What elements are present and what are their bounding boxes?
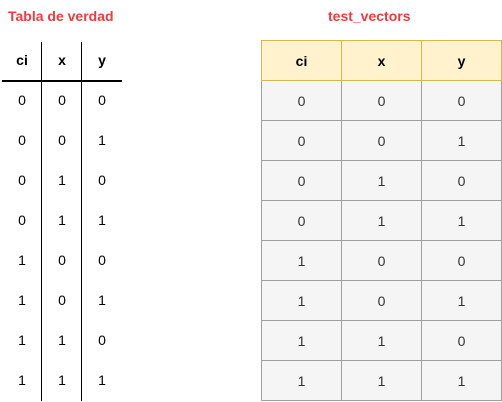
test-vectors-header-row: ci x y <box>261 40 502 81</box>
truth-table-header-x: x <box>58 52 66 68</box>
test-vectors-cell: 0 <box>341 80 422 121</box>
truth-table-cell: 1 <box>98 212 106 228</box>
test-vectors-cell: 1 <box>341 360 422 401</box>
test-vectors-cell: 1 <box>261 320 342 361</box>
test-vectors-header-ci: ci <box>261 40 342 81</box>
truth-table-row: 0 1 1 <box>0 200 122 240</box>
test-vectors-cell: 0 <box>341 120 422 161</box>
test-vectors-cell: 1 <box>421 200 502 241</box>
test-vectors-cell: 0 <box>261 120 342 161</box>
truth-table-cell: 0 <box>58 252 66 268</box>
truth-table-column-divider <box>41 42 42 401</box>
truth-table-cell: 0 <box>18 212 26 228</box>
truth-table-row: 0 1 0 <box>0 160 122 200</box>
truth-table-header-y: y <box>98 52 106 68</box>
truth-table-cell: 1 <box>98 132 106 148</box>
truth-table-cell: 0 <box>98 172 106 188</box>
truth-table-cell: 0 <box>98 92 106 108</box>
truth-table-title: Tabla de verdad <box>8 8 114 24</box>
test-vectors-cell: 1 <box>341 160 422 201</box>
truth-table-cell: 1 <box>58 332 66 348</box>
truth-table-cell: 1 <box>58 372 66 388</box>
test-vectors-cell: 0 <box>261 160 342 201</box>
truth-table-header-row: ci x y <box>0 40 122 80</box>
truth-table-cell: 1 <box>58 212 66 228</box>
test-vectors-cell: 0 <box>341 240 422 281</box>
truth-table-row: 1 1 1 <box>0 360 122 400</box>
truth-table-cell: 1 <box>98 372 106 388</box>
test-vectors-cell: 0 <box>421 160 502 201</box>
test-vectors-header-y: y <box>421 40 502 81</box>
truth-table-row: 1 0 1 <box>0 280 122 320</box>
truth-table-header-ci: ci <box>16 52 28 68</box>
truth-table-cell: 1 <box>18 332 26 348</box>
test-vectors-cell: 0 <box>421 80 502 121</box>
test-vectors-title: test_vectors <box>328 8 411 24</box>
test-vectors-cell: 1 <box>261 360 342 401</box>
test-vectors-cell: 0 <box>341 280 422 321</box>
truth-table-header-divider <box>2 80 122 82</box>
test-vectors-cell: 1 <box>261 280 342 321</box>
truth-table-cell: 0 <box>98 252 106 268</box>
truth-table-column-divider <box>81 42 82 401</box>
truth-table-cell: 0 <box>58 292 66 308</box>
truth-table-cell: 0 <box>18 92 26 108</box>
truth-table-cell: 1 <box>18 252 26 268</box>
test-vectors-cell: 0 <box>261 80 342 121</box>
truth-table-row: 1 1 0 <box>0 320 122 360</box>
test-vectors-cell: 1 <box>421 360 502 401</box>
truth-table-cell: 0 <box>18 132 26 148</box>
truth-table-cell: 1 <box>98 292 106 308</box>
test-vectors-cell: 1 <box>341 320 422 361</box>
test-vectors-cell: 0 <box>421 320 502 361</box>
test-vectors-cell: 1 <box>421 280 502 321</box>
test-vectors-cell: 1 <box>341 200 422 241</box>
truth-table-cell: 1 <box>58 172 66 188</box>
truth-table-row: 0 0 1 <box>0 120 122 160</box>
test-vectors-cell: 1 <box>261 240 342 281</box>
test-vectors-cell: 1 <box>421 120 502 161</box>
test-vectors-header-x: x <box>341 40 422 81</box>
truth-table: ci x y 0 0 0 0 0 1 0 1 0 0 1 1 1 0 0 1 0 1 1 1 0 1 1 1 <box>0 40 122 402</box>
truth-table-row: 1 0 0 <box>0 240 122 280</box>
truth-table-row: 0 0 0 <box>0 80 122 120</box>
truth-table-cell: 0 <box>98 332 106 348</box>
truth-table-cell: 1 <box>18 372 26 388</box>
truth-table-cell: 0 <box>58 132 66 148</box>
truth-table-cell: 0 <box>18 172 26 188</box>
truth-table-cell: 0 <box>58 92 66 108</box>
test-vectors-cell: 0 <box>261 200 342 241</box>
truth-table-cell: 1 <box>18 292 26 308</box>
test-vectors-cell: 0 <box>421 240 502 281</box>
